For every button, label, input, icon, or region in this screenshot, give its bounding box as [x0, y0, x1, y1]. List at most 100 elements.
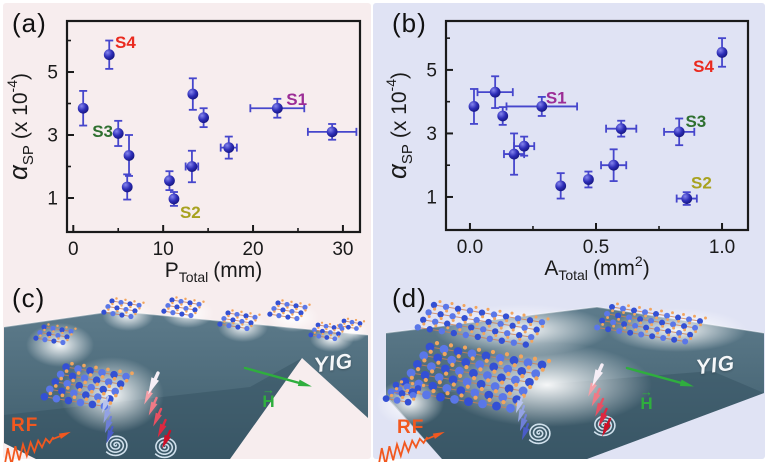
metal-atom [62, 363, 70, 371]
ligand-atom [482, 332, 486, 336]
ligand-atom [359, 325, 362, 328]
metal-atom [324, 335, 330, 340]
ligand-atom [299, 302, 302, 305]
ligand-atom [167, 307, 170, 310]
ligand-atom [464, 365, 469, 370]
metal-atom [632, 322, 639, 329]
ligand-atom [644, 314, 647, 318]
ligand-atom [245, 317, 248, 321]
metal-atom [682, 338, 689, 345]
metal-atom [511, 375, 520, 385]
metal-atom [393, 397, 401, 404]
ligand-atom [474, 305, 478, 309]
ligand-atom [479, 386, 484, 392]
y-tick-label: 3 [47, 126, 58, 147]
ligand-atom [100, 375, 105, 379]
metal-atom [517, 366, 527, 376]
ligand-atom [394, 387, 399, 391]
ligand-atom [53, 384, 58, 388]
ligand-atom [534, 315, 538, 319]
data-point [497, 106, 509, 126]
arrow-head [592, 369, 603, 387]
metal-atom [469, 368, 478, 378]
ligand-atom [48, 391, 53, 396]
ligand-atom [465, 384, 470, 389]
metal-atom [230, 317, 236, 323]
metal-atom [323, 323, 329, 329]
metal-atom [316, 333, 322, 339]
metal-atom [449, 313, 456, 320]
ligand-atom [532, 356, 538, 361]
metal-atom [178, 298, 184, 305]
metal-atom [50, 325, 56, 332]
metal-atom [338, 323, 343, 329]
metal-atom [643, 324, 650, 331]
ligand-atom [59, 376, 64, 381]
metal-atom [280, 307, 286, 313]
ligand-atom [487, 397, 492, 403]
metal-atom [80, 374, 89, 383]
ligand-atom [443, 371, 449, 376]
ligand-atom [232, 321, 235, 325]
metal-atom [276, 313, 282, 319]
ligand-atom [106, 367, 110, 372]
metal-atom [123, 306, 129, 313]
ligand-atom [612, 324, 616, 328]
sample-annotation-S4: S4 [115, 33, 136, 52]
metal-atom [341, 318, 347, 324]
x-tick-label: 0.5 [583, 237, 609, 258]
metal-atom [444, 320, 451, 327]
metal-atom [692, 324, 699, 331]
metal-atom [442, 384, 452, 393]
ligand-atom [494, 333, 498, 338]
ligand-atom [421, 383, 426, 388]
ligand-atom [660, 309, 663, 313]
data-point [513, 135, 536, 157]
ligand-atom [428, 349, 433, 354]
ligand-atom [475, 322, 479, 326]
metal-atom [110, 311, 116, 317]
metal-atom [437, 311, 444, 318]
metal-atom [620, 305, 626, 312]
metal-atom [478, 309, 486, 316]
metal-atom [448, 375, 458, 385]
spin-wave-spiral [105, 435, 128, 457]
metal-atom [170, 310, 176, 316]
metal-atom [68, 372, 77, 381]
ligand-atom [304, 309, 307, 312]
ligand-atom [329, 334, 332, 337]
metal-atom [468, 324, 475, 331]
metal-atom [665, 328, 672, 335]
field-direction-arrow [243, 366, 312, 387]
metal-atom [226, 323, 232, 329]
ligand-atom [529, 322, 533, 326]
rf-label-d: RF [397, 417, 425, 438]
molecular-flake [308, 321, 348, 342]
x-tick-label: 0 [68, 239, 79, 260]
marker-sphere [223, 142, 235, 154]
molecular-flake [33, 323, 77, 346]
ligand-atom [409, 375, 414, 380]
metal-atom [474, 333, 481, 341]
metal-atom [664, 312, 670, 319]
metal-atom [308, 332, 314, 338]
metal-atom [234, 311, 240, 318]
sample-annotation-S1: S1 [286, 90, 307, 109]
ligand-atom [512, 363, 517, 368]
metal-atom [509, 356, 519, 365]
ligand-atom [517, 320, 521, 325]
yig-illustration-d [376, 300, 765, 462]
ligand-atom [416, 390, 421, 394]
metal-atom [104, 378, 113, 386]
metal-atom [486, 335, 493, 343]
ligand-atom [499, 326, 503, 330]
metal-atom [514, 315, 522, 322]
metal-atom [638, 331, 645, 338]
ligand-atom [241, 323, 244, 326]
ligand-atom [48, 335, 51, 339]
metal-atom [74, 365, 82, 373]
ligand-atom [688, 321, 691, 325]
metal-atom [221, 315, 227, 322]
ligand-atom [227, 314, 230, 318]
metal-atom [533, 326, 540, 333]
